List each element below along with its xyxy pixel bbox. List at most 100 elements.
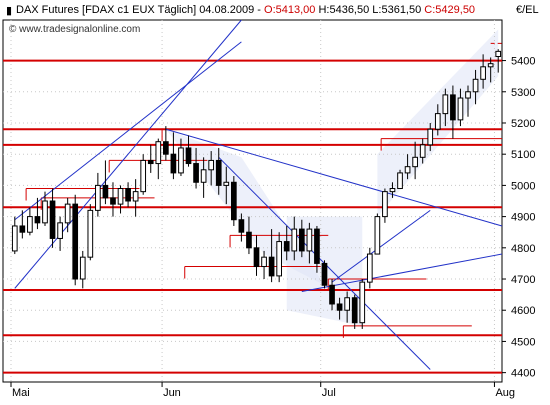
y-tick-label: 4900: [511, 212, 535, 224]
candle-body: [298, 228, 305, 252]
candle-body: [389, 188, 396, 193]
candle: [215, 147, 222, 195]
svg-text:DAX Futures [FDAX c1 EUX Tägl: DAX Futures [FDAX c1 EUX Täglich] 04.08.…: [16, 4, 475, 16]
header-instrument: DAX Futures [FDAX c1 EUX Täglich] 04.08.…: [16, 4, 264, 16]
candle: [495, 49, 502, 73]
candle: [208, 151, 215, 186]
candle: [117, 185, 124, 214]
candle-body: [27, 216, 33, 233]
candle: [314, 225, 320, 273]
candle: [163, 126, 169, 161]
candle-body: [125, 188, 131, 202]
candle: [404, 154, 411, 180]
candle: [42, 191, 48, 226]
candle-body: [163, 141, 169, 155]
x-axis: Mai Jun Jul Aug: [10, 382, 515, 399]
candle-body: [283, 241, 290, 252]
candle-body: [329, 284, 335, 305]
candle-body: [434, 113, 441, 130]
candle: [298, 219, 305, 258]
candle-body: [253, 247, 260, 268]
y-tick-label: 4400: [511, 368, 535, 380]
candle: [178, 138, 184, 177]
watermark: © www.tradesignalonline.com: [9, 24, 140, 35]
candle-body: [374, 216, 381, 255]
candle: [366, 247, 373, 289]
candle-body: [397, 172, 403, 190]
candle-body: [314, 228, 320, 264]
y-tick-label: 5100: [511, 149, 535, 161]
candle-body: [110, 197, 116, 205]
candle: [359, 279, 366, 329]
candle: [49, 188, 56, 248]
candle-body: [11, 225, 18, 252]
candle: [253, 235, 260, 276]
candle: [389, 182, 396, 198]
candle-body: [49, 200, 56, 239]
candle-body: [95, 184, 101, 211]
candle: [419, 138, 426, 164]
header-icon: ▮: [6, 5, 12, 17]
candle: [351, 294, 358, 329]
y-tick-label: 5400: [511, 56, 535, 68]
candle: [457, 88, 464, 127]
candle-body: [480, 66, 486, 80]
candle-body: [185, 147, 192, 165]
header-close: C:5429,50: [421, 4, 475, 16]
candle-body: [208, 159, 215, 171]
candle: [442, 88, 449, 127]
candle: [193, 147, 199, 189]
candle-body: [34, 216, 41, 224]
candle: [155, 138, 162, 180]
candle: [344, 291, 350, 323]
candle-body: [465, 91, 471, 99]
candle-body: [147, 159, 154, 165]
y-tick-label: 4800: [511, 243, 535, 255]
candle: [87, 204, 94, 261]
candle: [57, 216, 63, 251]
candle: [291, 216, 298, 261]
candle: [140, 154, 147, 195]
x-tick-label: Aug: [495, 387, 515, 399]
candle-body: [19, 225, 26, 233]
candle: [321, 260, 328, 289]
candle-body: [64, 203, 71, 224]
candle: [125, 182, 131, 208]
header-low: L:5361,50: [369, 4, 421, 16]
candles: [11, 49, 502, 329]
candle: [132, 179, 139, 217]
candle: [147, 144, 154, 173]
candle: [336, 297, 343, 320]
candle-body: [291, 228, 298, 252]
candle: [64, 197, 71, 233]
candle: [110, 182, 116, 217]
x-tick-label: Jul: [322, 387, 336, 399]
header-high: H:5436,50: [315, 4, 369, 16]
candle: [374, 213, 381, 255]
candle-body: [359, 281, 366, 324]
candle: [238, 213, 245, 242]
candle-body: [215, 159, 222, 186]
candle-body: [457, 97, 464, 121]
candle: [465, 85, 471, 117]
candle: [102, 160, 109, 205]
candle-body: [87, 209, 94, 258]
y-axis: 4400 4500 4600 4700 4800 4900 5000 5100 5200 5300…: [502, 56, 535, 380]
grid-lines: [3, 20, 502, 382]
candle-body: [246, 231, 252, 249]
candle-body: [427, 128, 434, 146]
candle: [472, 69, 479, 105]
candle: [11, 216, 18, 255]
plot-area-frame: [2, 19, 503, 383]
candle-body: [344, 297, 350, 311]
chart-header: ▮ DAX Futures [FDAX c1 EUX Täglich] 04.0…: [6, 4, 539, 17]
candle-body: [178, 147, 184, 174]
candle-body: [306, 228, 313, 252]
candle-body: [230, 181, 237, 221]
candle-body: [351, 297, 358, 324]
candle-body: [495, 50, 502, 58]
candle-body: [193, 163, 199, 183]
candle-body: [200, 169, 207, 183]
